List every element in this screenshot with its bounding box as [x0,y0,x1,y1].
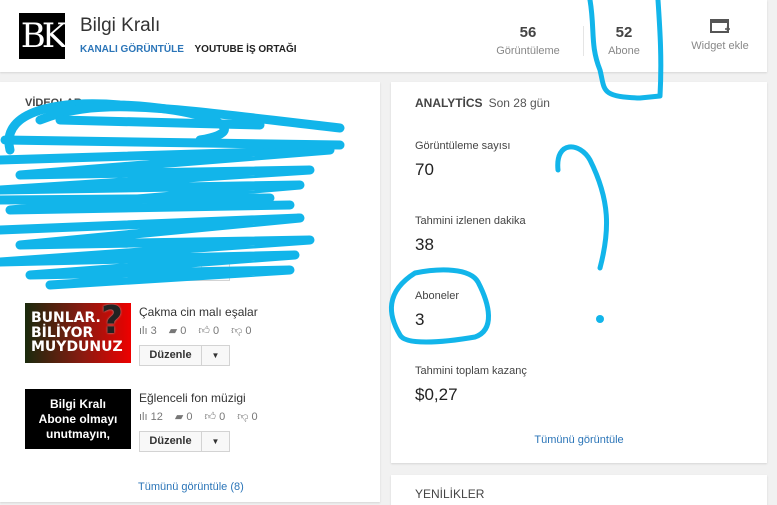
channel-header: BK Bilgi Kralı KANALI GÖRÜNTÜLE YOUTUBE … [0,0,767,72]
analytics-title: ANALYTİCS [415,96,483,110]
metric-views: Görüntüleme sayısı 70 [415,140,511,179]
chevron-down-icon[interactable]: ▼ [211,437,220,446]
views-icon: ılı 3 [139,325,157,337]
dislikes-icon: 👎︎ 0 [237,411,258,423]
channel-name: Bilgi Kralı [80,15,161,36]
chevron-down-icon[interactable]: ▼ [211,351,220,360]
view-all-analytics-link[interactable]: Tümünü görüntüle [534,434,624,446]
analytics-period: Son 28 gün [488,96,550,110]
comments-icon: ▰ 0 [174,411,193,423]
videos-panel: VİDEOLAR Düzenle ▼ BUNLAR. BİLİYOR MUYDUN… [0,82,380,502]
video-thumbnail[interactable]: Bilgi Kralı Abone olmayı unutmayın, [25,389,131,449]
metric-watch-time: Tahmini izlenen dakika 38 [415,215,526,254]
video-item: Bilgi Kralı Abone olmayı unutmayın, Eğle… [25,389,365,452]
edit-button[interactable]: Düzenle ▼ [139,260,230,281]
subscribers-stat[interactable]: 52 Abone [579,24,669,57]
views-label: Görüntüleme [496,45,560,57]
edit-button[interactable]: Düzenle ▼ [139,345,230,366]
video-item: BUNLAR. BİLİYOR MUYDUNUZ? Çakma cin malı… [25,300,365,366]
likes-icon: 👍︎ 0 [198,325,220,337]
analytics-panel: ANALYTİCS Son 28 gün Görüntüleme sayısı 70… [391,82,767,463]
subscribers-count: 52 [615,24,633,41]
video-thumbnail[interactable]: BUNLAR. BİLİYOR MUYDUNUZ? [25,300,131,363]
videos-heading: VİDEOLAR [25,97,82,109]
channel-logo[interactable]: BK [19,13,67,59]
add-widget-icon [710,19,730,33]
add-widget-label: Widget ekle [691,40,749,52]
divider [583,26,584,56]
comments-icon: ▰ 0 [168,325,187,337]
subscribers-label: Abone [608,45,640,57]
add-widget-button[interactable]: Widget ekle [675,18,765,52]
views-icon: ılı 12 [139,411,163,423]
likes-icon: 👍︎ 0 [204,411,226,423]
views-count: 56 [519,24,537,41]
metric-revenue: Tahmini toplam kazanç $0,27 [415,365,527,404]
views-stat[interactable]: 56 Görüntüleme [483,24,573,57]
dislikes-icon: 👎︎ 0 [231,325,252,337]
edit-button[interactable]: Düzenle ▼ [139,431,230,452]
video-title[interactable]: Eğlenceli fon müzigi [139,391,246,405]
partner-label: YOUTUBE İŞ ORTAĞI [194,44,297,55]
news-panel: YENİLİKLER [391,475,767,505]
news-heading: YENİLİKLER [415,487,485,501]
view-channel-link[interactable]: KANALI GÖRÜNTÜLE [80,44,184,55]
video-title[interactable]: Çakma cin malı eşalar [139,305,258,319]
view-all-videos-link[interactable]: Tümünü görüntüle (8) [138,481,244,493]
metric-subscribers: Aboneler 3 [415,290,460,329]
